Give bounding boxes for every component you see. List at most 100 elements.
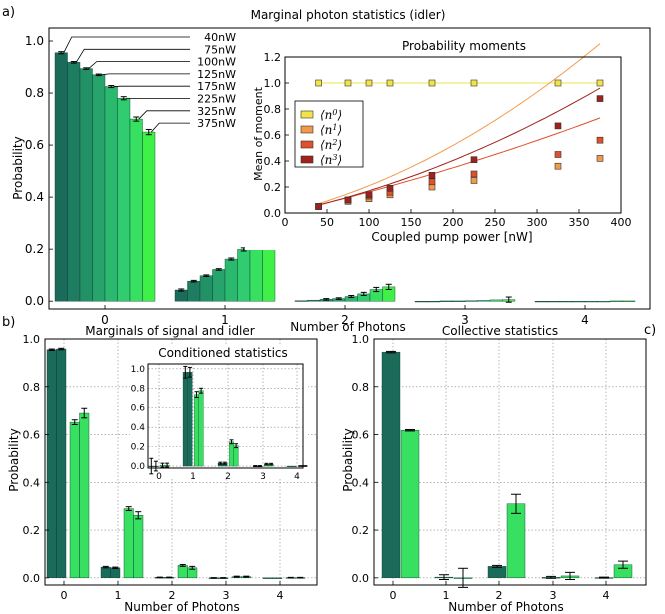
legend-label: 100nW xyxy=(197,56,236,69)
data-point xyxy=(554,162,562,170)
y-tick-label: 1.2 xyxy=(264,51,282,64)
y-tick-label: 0.6 xyxy=(25,138,44,152)
legend-label: ⟨n3⟩ xyxy=(320,153,342,168)
bar xyxy=(414,300,428,303)
data-point xyxy=(315,79,322,87)
y-tick-label: 0.4 xyxy=(264,155,282,168)
y-tick-label: 1.0 xyxy=(352,333,370,346)
bar xyxy=(123,508,134,579)
bar xyxy=(54,52,68,302)
data-point xyxy=(554,79,562,87)
legend-label: 375nW xyxy=(197,117,236,130)
bar xyxy=(194,394,199,467)
cond-bars xyxy=(148,365,308,475)
legend-swatch xyxy=(300,110,314,119)
data-point xyxy=(344,79,352,87)
bar xyxy=(142,131,156,302)
cond-background xyxy=(130,345,308,478)
bar xyxy=(199,275,213,302)
y-tick-label: 0.6 xyxy=(131,404,146,414)
x-tick-label: 2 xyxy=(496,589,503,602)
main-chart: Marginal photon statistics (idler) Proba… xyxy=(11,8,651,334)
bar xyxy=(464,300,478,302)
bar xyxy=(79,68,93,302)
data-point xyxy=(596,136,604,144)
data-point xyxy=(596,155,604,162)
cond-plot-frame xyxy=(147,363,304,469)
bar xyxy=(92,74,106,302)
panel-label-a: a) xyxy=(2,5,15,20)
legend-label: 175nW xyxy=(197,80,236,93)
x-tick-label: 1 xyxy=(190,472,196,482)
coll-ticks: 0.0 0.2 0.4 0.6 0.8 1.0 0 1 2 3 4 xyxy=(352,333,610,602)
y-tick-label: 1.0 xyxy=(25,34,44,48)
y-tick-label: 0.4 xyxy=(352,476,370,489)
x-tick-label: 0 xyxy=(390,589,397,602)
bar xyxy=(174,289,188,302)
data-point xyxy=(315,203,322,210)
bar xyxy=(559,300,573,303)
y-tick-label: 0.0 xyxy=(25,294,44,308)
coll-plot-frame xyxy=(373,338,647,586)
bar xyxy=(286,465,292,468)
x-tick-label: 200 xyxy=(443,216,464,229)
bar xyxy=(477,300,491,302)
x-tick-label: 4 xyxy=(294,472,300,482)
x-tick-label: 0 xyxy=(282,216,289,229)
y-tick-label: 0.0 xyxy=(352,572,370,585)
x-tick-label: 2 xyxy=(225,472,231,482)
y-tick-label: 0.8 xyxy=(131,384,146,394)
bar xyxy=(233,445,239,467)
y-tick-label: 0.0 xyxy=(131,462,146,472)
signal-idler-chart: Marginals of signal and idler Probabilit… xyxy=(7,324,318,614)
x-tick-label: 4 xyxy=(277,589,284,602)
legend-leader-line xyxy=(63,36,190,53)
bar xyxy=(584,300,598,303)
legend-leader-line xyxy=(150,122,190,133)
si-ylabel: Probability xyxy=(7,428,21,491)
bar xyxy=(262,577,273,579)
legend-leader-line xyxy=(88,61,190,69)
main-plot-frame xyxy=(48,27,651,310)
x-tick-label: 0 xyxy=(61,589,68,602)
fit-line xyxy=(318,117,601,206)
y-tick-label: 0.4 xyxy=(131,423,146,433)
x-tick-label: 2 xyxy=(169,589,176,602)
bar xyxy=(212,269,226,302)
y-tick-label: 0.4 xyxy=(25,190,44,204)
data-point xyxy=(470,79,478,87)
x-tick-label: 3 xyxy=(260,472,266,482)
x-tick-label: 2 xyxy=(341,313,349,327)
x-tick-label: 350 xyxy=(569,216,590,229)
main-title: Marginal photon statistics (idler) xyxy=(251,8,446,22)
legend-bracket: ⟩ xyxy=(337,108,343,122)
bar xyxy=(272,577,283,579)
data-point xyxy=(344,196,352,204)
y-tick-label: 0.6 xyxy=(264,129,282,142)
x-tick-label: 0 xyxy=(101,313,109,327)
legend-bracket: ⟩ xyxy=(337,123,343,137)
x-tick-label: 1 xyxy=(221,313,229,327)
data-point xyxy=(596,95,604,102)
main-ticks: 0.0 0.2 0.4 0.6 0.8 1.0 0 1 2 3 4 xyxy=(25,34,589,327)
legend-bracket: ⟩ xyxy=(337,138,343,152)
coll-title: Collective statistics xyxy=(442,324,558,338)
cond-title: Conditioned statistics xyxy=(158,346,288,360)
legend-label: 75nW xyxy=(204,43,236,56)
bar xyxy=(110,567,121,579)
bar xyxy=(400,430,420,579)
bar xyxy=(69,421,80,579)
si-bars xyxy=(46,347,306,579)
data-point xyxy=(596,79,604,87)
fit-line xyxy=(318,87,601,206)
bar xyxy=(237,249,251,302)
y-tick-label: 0.6 xyxy=(352,429,370,442)
x-tick-label: 4 xyxy=(581,313,589,327)
bar xyxy=(229,441,234,467)
data-point xyxy=(470,177,478,184)
y-tick-label: 0.0 xyxy=(23,572,41,585)
x-tick-label: 1 xyxy=(115,589,122,602)
si-ticks: 0.0 0.2 0.4 0.6 0.8 1.0 0 1 2 3 4 xyxy=(23,333,284,602)
legend-bracket: ⟩ xyxy=(337,153,343,167)
